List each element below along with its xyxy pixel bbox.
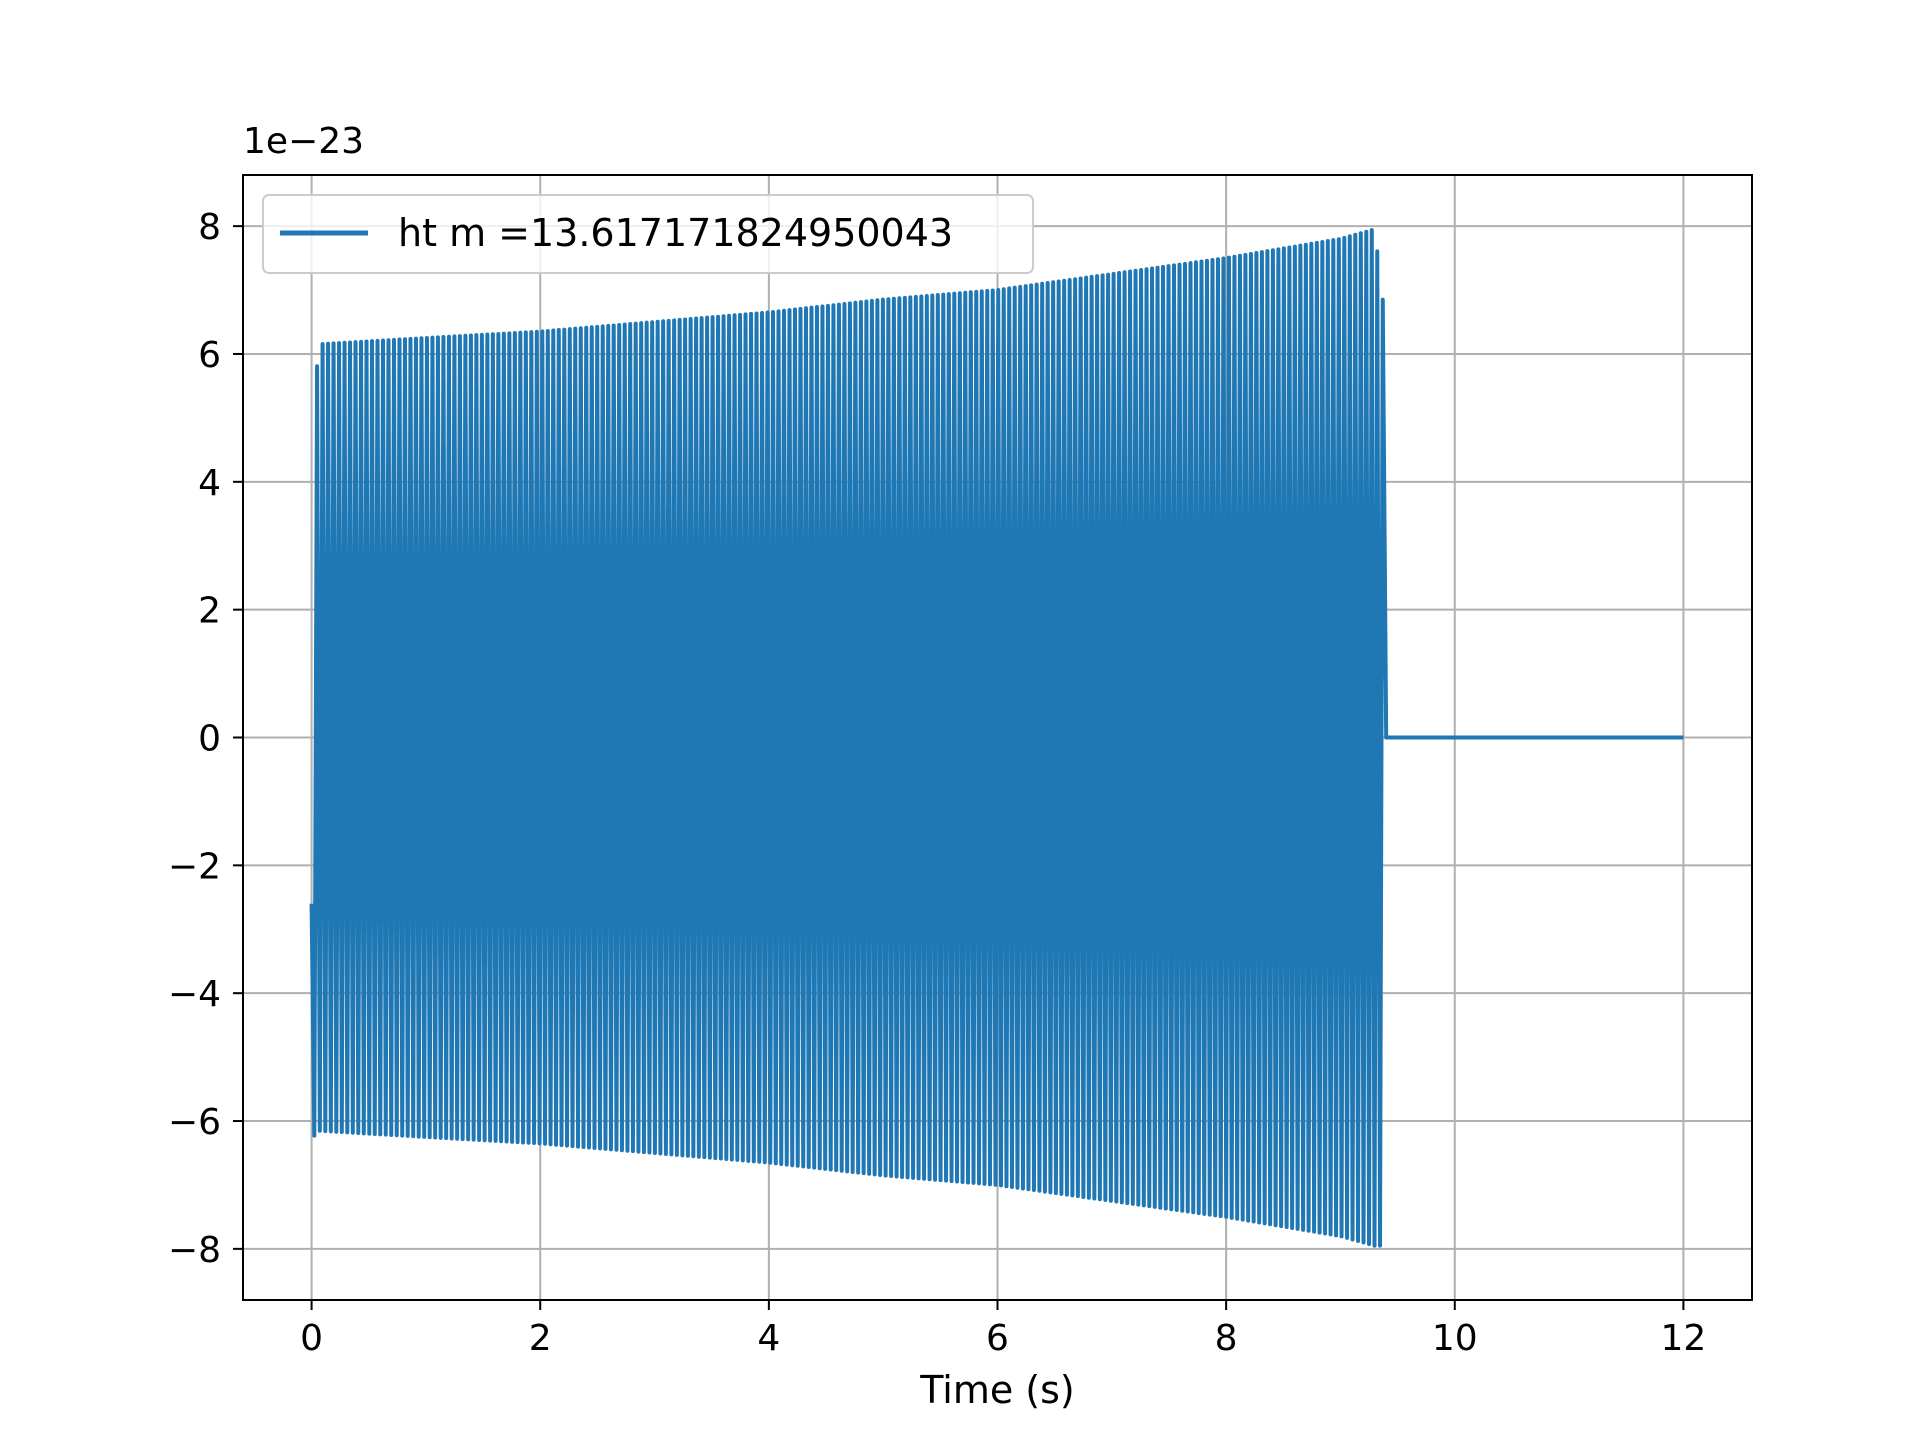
y-tick-label: 4 [198,463,221,504]
axis-ticks: 0 2 4 6 8 10 12 −8 −6 −4 −2 0 2 4 6 8 [168,207,1706,1359]
x-tick-label: 8 [1215,1318,1238,1359]
y-tick-label: 0 [198,719,221,760]
legend: ht m =13.617171824950043 [262,194,1034,274]
y-tick-label: 6 [198,335,221,376]
x-tick-label: 12 [1661,1318,1707,1359]
legend-label: ht m =13.617171824950043 [398,211,953,255]
y-tick-label: 2 [198,591,221,632]
y-tick-label: −6 [168,1102,221,1143]
y-tick-label: −4 [168,974,221,1015]
x-axis-title: Time (s) [919,1368,1075,1412]
x-tick-label: 10 [1432,1318,1478,1359]
x-tick-label: 2 [529,1318,552,1359]
series-line [309,228,1684,1248]
x-tick-label: 4 [757,1318,780,1359]
plot-area [309,228,1684,1248]
y-tick-label: −8 [168,1230,221,1271]
y-offset-label: 1e−23 [243,121,364,162]
y-tick-label: −2 [168,846,221,887]
x-tick-label: 0 [300,1318,323,1359]
legend-box [262,194,1034,274]
y-tick-label: 8 [198,207,221,248]
x-tick-label: 6 [986,1318,1009,1359]
